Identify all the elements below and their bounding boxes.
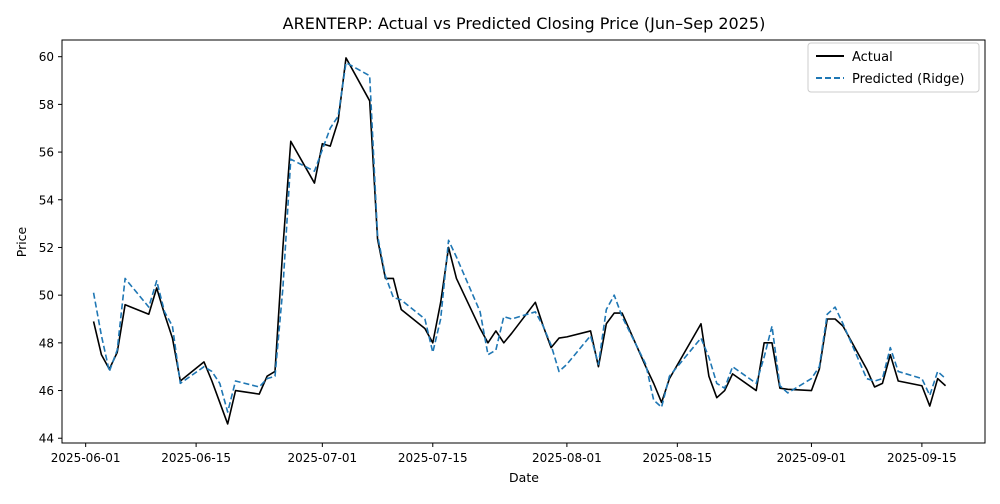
series-line-predicted [92, 61, 947, 413]
legend-frame [807, 42, 980, 93]
x-tick-label: 2025-06-01 [51, 451, 121, 465]
x-tick-label: 2025-09-15 [887, 451, 957, 465]
y-tick-label: 48 [39, 336, 54, 350]
plot-frame [61, 39, 986, 444]
legend: Actual Predicted (Ridge) [807, 42, 980, 93]
chart-title: ARENTERP: Actual vs Predicted Closing Pr… [283, 14, 766, 33]
x-tick-label: 2025-06-15 [161, 451, 231, 465]
y-tick-label: 52 [39, 241, 54, 255]
y-tick-label: 54 [39, 193, 54, 207]
x-tick-label: 2025-08-01 [532, 451, 602, 465]
y-tick-label: 56 [39, 146, 54, 160]
x-tick-label: 2025-09-01 [777, 451, 847, 465]
y-tick-label: 46 [39, 384, 54, 398]
y-axis-ticks: 44 46 48 50 52 54 56 58 60 [39, 50, 62, 446]
y-tick-label: 58 [39, 98, 54, 112]
x-tick-label: 2025-07-01 [287, 451, 357, 465]
plot-area [61, 39, 986, 444]
x-axis-ticks: 2025-06-01 2025-06-15 2025-07-01 2025-07-15… [51, 443, 957, 465]
series-line-actual [92, 57, 947, 425]
y-tick-label: 60 [39, 50, 54, 64]
legend-label-actual: Actual [852, 50, 893, 65]
x-tick-label: 2025-07-15 [398, 451, 468, 465]
y-axis-label: Price [14, 226, 29, 257]
y-tick-label: 44 [39, 432, 54, 446]
x-axis-label: Date [509, 470, 539, 485]
x-tick-label: 2025-08-15 [642, 451, 712, 465]
y-tick-label: 50 [39, 289, 54, 303]
legend-label-predicted: Predicted (Ridge) [852, 72, 964, 87]
